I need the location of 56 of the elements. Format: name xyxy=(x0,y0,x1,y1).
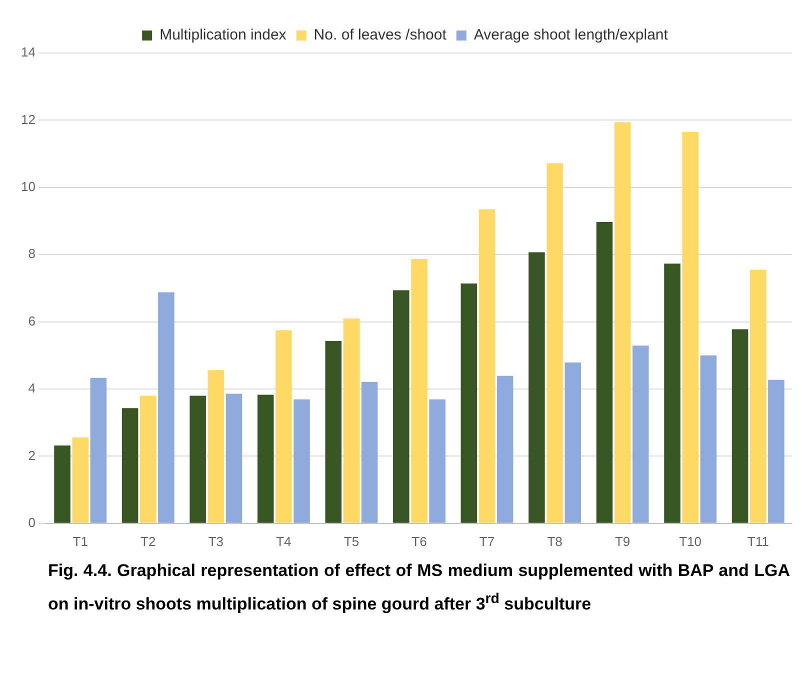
bar xyxy=(750,270,766,523)
bar xyxy=(72,437,88,523)
y-tick-label: 2 xyxy=(28,448,36,463)
bar xyxy=(700,355,717,523)
bar xyxy=(596,222,613,523)
bar xyxy=(190,396,206,523)
bar xyxy=(664,264,680,523)
bar xyxy=(732,329,748,523)
bar xyxy=(257,394,274,523)
bar xyxy=(768,380,784,523)
y-tick-label: 8 xyxy=(28,246,36,262)
bar xyxy=(478,209,496,523)
bar xyxy=(614,122,631,523)
legend-label: No. of leaves /shoot xyxy=(314,26,448,44)
bar xyxy=(90,378,107,523)
bar xyxy=(496,376,514,523)
bar xyxy=(54,445,70,523)
caption: Fig. 4.4. Graphical representation of effect of MS medium supplemented with BAP and LGA on in-vitro shoots multiplication of spine gourd after 3$^{rd}$ subculture xyxy=(47,560,791,616)
bar xyxy=(122,408,138,523)
y-tick-label: 6 xyxy=(28,313,36,328)
bar xyxy=(528,252,545,523)
x-tick-label: T9 xyxy=(614,534,630,549)
bar xyxy=(158,292,174,523)
x-tick-label: T8 xyxy=(547,534,562,549)
bar xyxy=(393,290,410,523)
bar xyxy=(460,283,478,523)
bar xyxy=(343,318,360,523)
bar xyxy=(546,163,563,523)
bar xyxy=(226,394,242,523)
x-tick-label: T3 xyxy=(208,534,224,549)
bar xyxy=(140,396,156,523)
x-tick-label: T7 xyxy=(479,534,495,549)
y-tick-label: 0 xyxy=(28,514,36,530)
x-tick-label: T11 xyxy=(747,534,769,549)
bar xyxy=(361,382,378,523)
y-tick-label: 14 xyxy=(20,44,36,60)
x-tick-label: T2 xyxy=(140,534,156,549)
bar xyxy=(564,362,581,523)
y-tick-label: 10 xyxy=(20,178,36,194)
bar xyxy=(429,399,446,523)
bar xyxy=(325,340,342,523)
legend-label: Multiplication index xyxy=(160,26,287,44)
legend-label: Average shoot length/explant xyxy=(474,26,669,44)
bar xyxy=(682,132,698,523)
x-tick-label: T4 xyxy=(276,534,292,549)
y-tick-label: 12 xyxy=(20,112,36,127)
bar xyxy=(411,258,428,523)
bar xyxy=(294,399,310,523)
bar xyxy=(632,346,649,523)
x-tick-label: T6 xyxy=(412,534,427,549)
bar xyxy=(208,370,224,523)
x-tick-label: T5 xyxy=(344,534,360,549)
y-tick-label: 4 xyxy=(28,380,36,396)
bar xyxy=(276,330,292,523)
x-tick-label: T10 xyxy=(679,534,702,549)
x-tick-label: T1 xyxy=(72,534,88,549)
